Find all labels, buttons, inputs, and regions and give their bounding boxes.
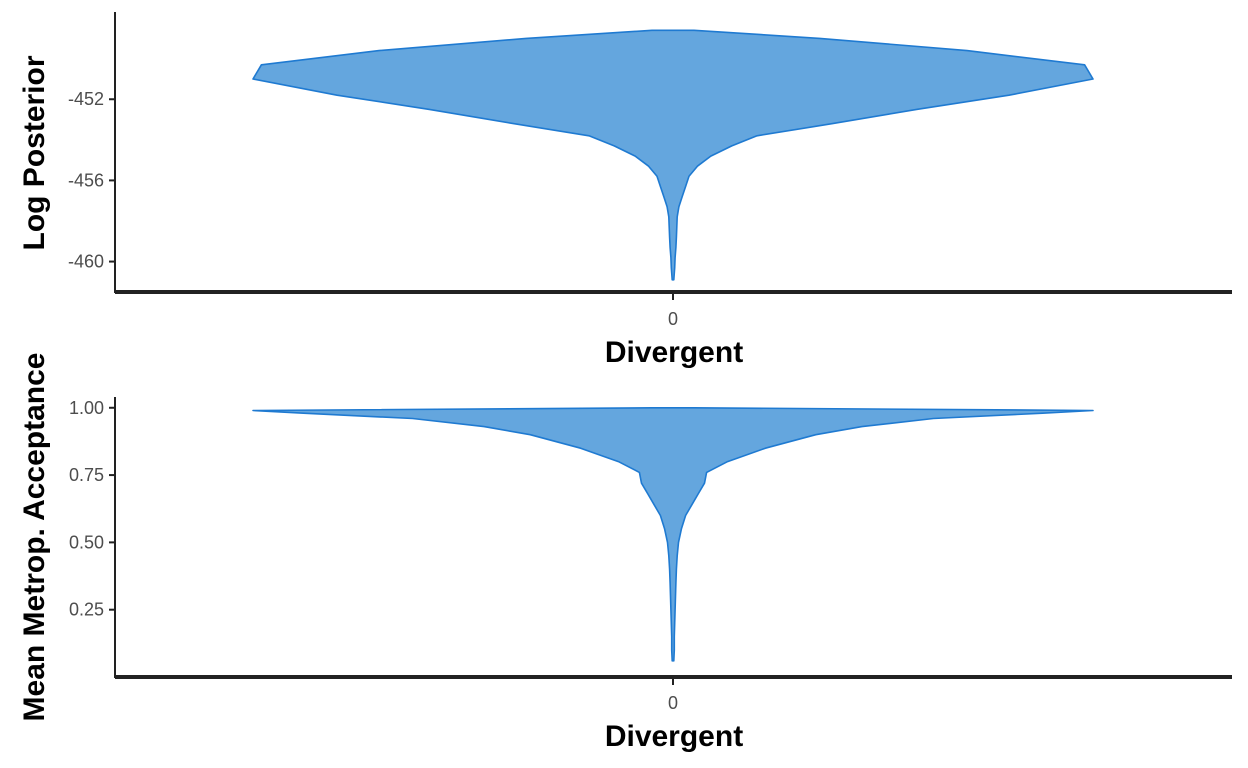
- y-axis-title: Log Posterior: [18, 55, 51, 250]
- y-ticks: 1.00 0.75 0.50 0.25: [69, 398, 115, 620]
- y-tick-label: 0.25: [69, 600, 104, 620]
- x-axis-title: Divergent: [605, 720, 743, 753]
- y-axis-title: Mean Metrop. Acceptance: [18, 353, 51, 722]
- x-tick-label: 0: [668, 693, 678, 713]
- panel-mean-metrop-acceptance: 1.00 0.75 0.50 0.25 0 Divergent Mean Metrop…: [18, 353, 1232, 753]
- violin-shape: [252, 407, 1094, 662]
- y-tick-label: 1.00: [69, 398, 104, 418]
- y-tick-label: -460: [68, 252, 104, 272]
- y-tick-label: -456: [68, 170, 104, 190]
- violin-group: [252, 407, 1094, 662]
- y-tick-label: -452: [68, 89, 104, 109]
- y-tick-label: 0.50: [69, 532, 104, 552]
- violin-shape: [252, 29, 1094, 281]
- x-tick-label: 0: [668, 309, 678, 329]
- y-ticks: -452 -456 -460: [68, 89, 115, 272]
- y-tick-label: 0.75: [69, 465, 104, 485]
- x-axis-title: Divergent: [605, 336, 743, 369]
- violin-group: [252, 29, 1094, 281]
- panel-log-posterior: -452 -456 -460 0 Divergent Log Posterior: [18, 12, 1232, 369]
